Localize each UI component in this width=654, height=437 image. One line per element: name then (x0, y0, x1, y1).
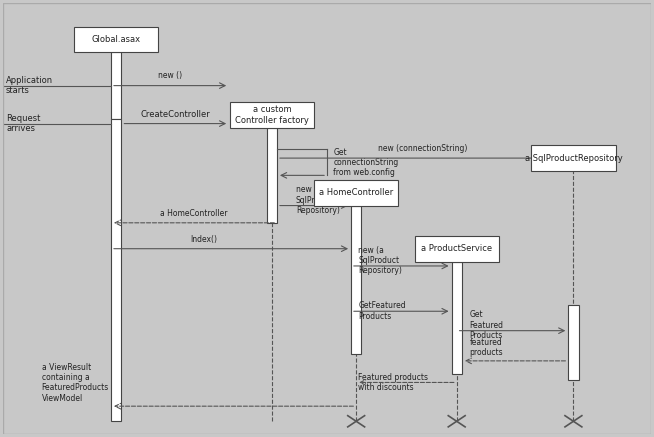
Text: a HomeController: a HomeController (319, 188, 393, 197)
Bar (111, 119, 122, 421)
Bar (415, 236, 499, 262)
Bar (111, 52, 122, 119)
Text: new (a
SqlProduct
Repository): new (a SqlProduct Repository) (358, 246, 402, 275)
Bar (531, 145, 615, 171)
Text: GetFeatured
Products: GetFeatured Products (358, 302, 405, 321)
Text: a HomeController: a HomeController (160, 209, 228, 218)
Text: featured
products: featured products (470, 338, 504, 357)
Text: a ProductService: a ProductService (421, 244, 492, 253)
Text: a custom
Controller factory: a custom Controller factory (235, 105, 309, 125)
Text: a ViewResult
containing a
FeaturedProducts
ViewModel: a ViewResult containing a FeaturedProduc… (42, 363, 109, 403)
Text: Index(): Index() (190, 235, 217, 243)
Bar (314, 180, 398, 205)
Text: a SqlProductRepository: a SqlProductRepository (525, 153, 623, 163)
Text: Application
starts: Application starts (6, 76, 53, 95)
Bar (568, 305, 579, 380)
Text: Request
arrives: Request arrives (6, 114, 41, 133)
Text: new (connectionString): new (connectionString) (378, 144, 468, 153)
Bar (74, 27, 158, 52)
Bar (230, 102, 314, 128)
Text: CreateController: CreateController (141, 110, 210, 119)
Bar (451, 262, 462, 374)
Bar (351, 205, 362, 354)
Text: Global.asax: Global.asax (92, 35, 141, 44)
Text: Featured products
with discounts: Featured products with discounts (358, 372, 428, 392)
Text: new (): new () (158, 71, 182, 80)
Text: Get
connectionString
from web.config: Get connectionString from web.config (334, 148, 399, 177)
Text: Get
Featured
Products: Get Featured Products (470, 310, 504, 340)
Bar (267, 128, 277, 223)
Text: new (a
SqlProduct
Repository): new (a SqlProduct Repository) (296, 185, 339, 215)
